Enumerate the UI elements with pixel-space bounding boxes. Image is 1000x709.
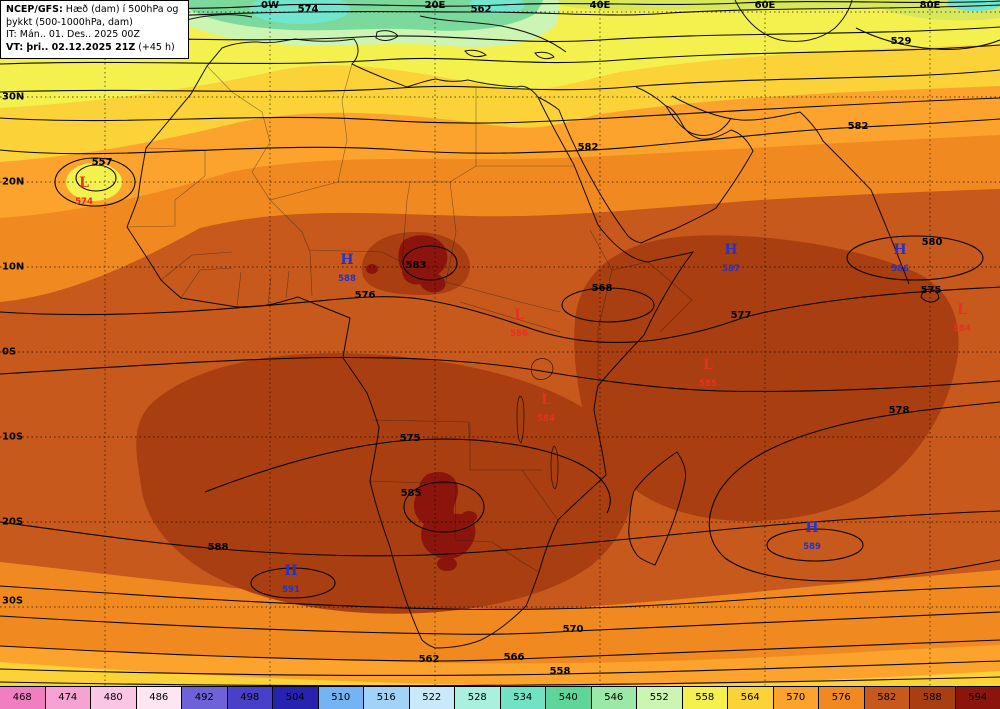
colorbar-value: 582 [877,692,897,703]
colorbar-value: 522 [422,692,442,703]
colorbar-cell: 468 [0,687,46,709]
colorbar-value: 516 [376,692,396,703]
colorbar-value: 510 [331,692,351,703]
colorbar-value: 468 [12,692,32,703]
grid-lines [0,0,1000,686]
colorbar-cell: 498 [227,687,273,709]
legend-valid-time: VT: þri.. 02.12.2025 21Z [6,41,136,53]
colorbar-value: 576 [831,692,851,703]
legend-box: NCEP/GFS: Hæð (dam) í 500hPa og þykkt (5… [0,0,189,59]
colorbar-value: 558 [695,692,715,703]
colorbar-value: 546 [604,692,624,703]
colorbar-cell: 546 [591,687,637,709]
colorbar-cell: 522 [409,687,455,709]
legend-valid-line: VT: þri.. 02.12.2025 21Z (+45 h) [6,42,184,55]
colorbar-cell: 486 [136,687,182,709]
thickness-colorbar: 468 474 480 486 492 498 504 510 516 522 528 534 540 5… [0,686,1000,709]
height-contours [0,0,1000,686]
colorbar-cell: 576 [819,687,865,709]
colorbar-cell: 570 [773,687,819,709]
colorbar-value: 528 [467,692,487,703]
map-canvas [0,0,1000,686]
colorbar-value: 486 [149,692,169,703]
colorbar-cell: 516 [364,687,410,709]
colorbar-cell: 480 [91,687,137,709]
colorbar-value: 534 [513,692,533,703]
colorbar-value: 588 [922,692,942,703]
colorbar-cell: 504 [273,687,319,709]
colorbar-value: 594 [968,692,988,703]
colorbar-cell: 534 [500,687,546,709]
lakes [516,358,559,490]
colorbar-cell: 582 [864,687,910,709]
colorbar-value: 504 [285,692,305,703]
colorbar-cell: 594 [955,687,1000,709]
colorbar-cell: 558 [682,687,728,709]
colorbar-value: 498 [240,692,260,703]
legend-valid-offset: (+45 h) [135,41,175,53]
colorbar-cell: 474 [45,687,91,709]
colorbar-cell: 510 [318,687,364,709]
colorbar-value: 474 [58,692,78,703]
legend-title-line1: NCEP/GFS: Hæð (dam) í 500hPa og [6,4,184,17]
legend-init-time: IT: Mán.. 01. Des.. 2025 00Z [6,29,140,40]
colorbar-value: 492 [194,692,214,703]
thickness-shading-layer [0,0,1000,686]
colorbar-cell: 528 [455,687,501,709]
legend-title-line2: þykkt (500-1000hPa, dam) [6,16,133,28]
colorbar-cell: 552 [637,687,683,709]
colorbar-cell: 564 [728,687,774,709]
colorbar-value: 570 [786,692,806,703]
colorbar-value: 480 [103,692,123,703]
colorbar-cell: 540 [546,687,592,709]
colorbar-value: 552 [649,692,669,703]
colorbar-value: 540 [558,692,578,703]
colorbar-cell: 492 [182,687,228,709]
legend-title-rest: Hæð (dam) í 500hPa og [62,4,179,15]
model-name: NCEP/GFS: [6,4,63,15]
colorbar-value: 564 [740,692,760,703]
colorbar-cell: 588 [910,687,956,709]
country-borders [126,63,693,573]
